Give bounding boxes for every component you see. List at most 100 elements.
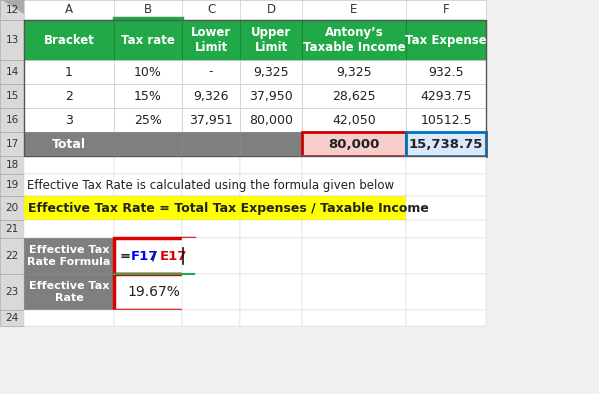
- Bar: [240, 238, 302, 274]
- Bar: [114, 0, 182, 18]
- Bar: [302, 60, 406, 84]
- Bar: [182, 132, 240, 156]
- Bar: [302, 220, 406, 238]
- Bar: [406, 132, 486, 156]
- Bar: [114, 274, 194, 310]
- Bar: [406, 310, 486, 326]
- Bar: [182, 108, 240, 132]
- Bar: [24, 220, 114, 238]
- Bar: [24, 238, 114, 274]
- Bar: [182, 156, 240, 174]
- Text: 17: 17: [5, 139, 19, 149]
- Bar: [406, 84, 486, 108]
- Text: 21: 21: [5, 224, 19, 234]
- Bar: [406, 220, 486, 238]
- Bar: [0, 310, 24, 326]
- Bar: [406, 274, 486, 310]
- Text: 9,326: 9,326: [193, 89, 229, 102]
- Bar: [302, 84, 406, 108]
- Bar: [406, 60, 486, 84]
- Text: 15: 15: [5, 91, 19, 101]
- Bar: [302, 156, 406, 174]
- Bar: [182, 174, 240, 196]
- Bar: [406, 156, 486, 174]
- Bar: [24, 20, 114, 60]
- Text: 16: 16: [5, 115, 19, 125]
- Bar: [240, 132, 302, 156]
- Bar: [0, 84, 24, 108]
- Bar: [406, 0, 486, 18]
- Bar: [182, 220, 240, 238]
- Bar: [114, 108, 182, 132]
- Bar: [114, 310, 182, 326]
- Bar: [182, 84, 240, 108]
- Text: Total: Total: [52, 138, 86, 151]
- Bar: [0, 108, 24, 132]
- Text: E: E: [350, 2, 358, 15]
- Text: Upper
Limit: Upper Limit: [251, 26, 291, 54]
- Polygon shape: [2, 0, 24, 14]
- Bar: [24, 0, 114, 20]
- Bar: [0, 60, 24, 84]
- Bar: [24, 132, 302, 156]
- Bar: [114, 84, 182, 108]
- Bar: [24, 108, 114, 132]
- Bar: [24, 0, 114, 18]
- Text: 18: 18: [5, 160, 19, 170]
- Bar: [240, 0, 302, 18]
- Bar: [240, 310, 302, 326]
- Bar: [406, 20, 486, 60]
- Text: 12: 12: [5, 5, 19, 15]
- Bar: [182, 60, 240, 84]
- Text: 19: 19: [5, 180, 19, 190]
- Text: Tax rate: Tax rate: [121, 33, 175, 46]
- Bar: [182, 0, 240, 20]
- Bar: [182, 238, 240, 274]
- Text: Antony’s
Taxable Income: Antony’s Taxable Income: [302, 26, 406, 54]
- Text: 19.67%: 19.67%: [128, 285, 180, 299]
- Bar: [24, 196, 406, 220]
- Text: 42,050: 42,050: [332, 113, 376, 126]
- Text: F17: F17: [131, 249, 158, 262]
- Bar: [24, 174, 114, 196]
- Bar: [114, 220, 182, 238]
- Text: 1: 1: [65, 65, 73, 78]
- Bar: [182, 0, 240, 18]
- Text: 9,325: 9,325: [253, 65, 289, 78]
- Bar: [0, 274, 24, 310]
- Bar: [114, 238, 194, 274]
- Bar: [24, 274, 114, 310]
- Bar: [114, 156, 182, 174]
- Bar: [406, 174, 486, 196]
- Text: Tax Expense: Tax Expense: [405, 33, 487, 46]
- Bar: [24, 156, 114, 174]
- Text: 15%: 15%: [134, 89, 162, 102]
- Text: Effective Tax
Rate Formula: Effective Tax Rate Formula: [28, 245, 111, 267]
- Text: 932.5: 932.5: [428, 65, 464, 78]
- Bar: [302, 0, 406, 18]
- Text: =: =: [120, 249, 131, 262]
- Bar: [240, 220, 302, 238]
- Text: B: B: [144, 2, 152, 15]
- Text: 4293.75: 4293.75: [420, 89, 472, 102]
- Text: 10512.5: 10512.5: [420, 113, 472, 126]
- Bar: [114, 60, 182, 84]
- Bar: [24, 310, 114, 326]
- Text: 24: 24: [5, 313, 19, 323]
- Bar: [240, 84, 302, 108]
- Text: /: /: [152, 249, 157, 262]
- Bar: [302, 174, 406, 196]
- Text: A: A: [65, 2, 73, 15]
- Text: 28,625: 28,625: [332, 89, 376, 102]
- Bar: [302, 238, 406, 274]
- Text: 13: 13: [5, 35, 19, 45]
- Bar: [302, 132, 406, 156]
- Bar: [182, 310, 240, 326]
- Text: Bracket: Bracket: [44, 33, 95, 46]
- Text: Effective Tax Rate = Total Tax Expenses / Taxable Income: Effective Tax Rate = Total Tax Expenses …: [28, 201, 429, 214]
- Bar: [114, 174, 182, 196]
- Bar: [406, 238, 486, 274]
- Bar: [0, 238, 24, 274]
- Text: F: F: [443, 2, 449, 15]
- Bar: [0, 156, 24, 174]
